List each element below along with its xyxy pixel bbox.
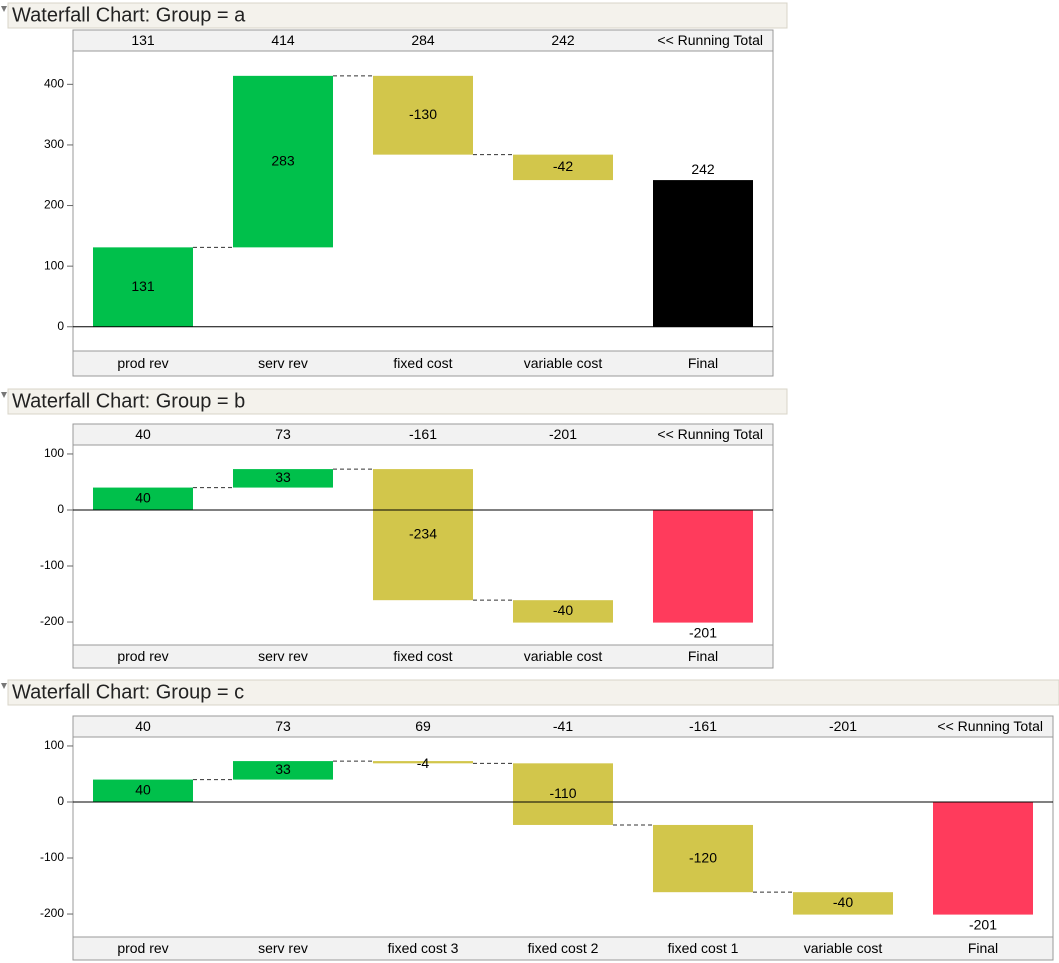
y-tick-label: 100	[44, 446, 64, 460]
data-label: -201	[689, 624, 717, 640]
chart-title: Waterfall Chart: Group = c	[12, 681, 244, 703]
bar	[373, 761, 473, 764]
y-tick-label: 0	[57, 794, 64, 808]
data-label: 33	[275, 469, 291, 485]
y-tick-label: -200	[40, 614, 64, 628]
x-tick-label: prod rev	[117, 355, 168, 371]
data-label: 40	[135, 489, 151, 505]
chart-title: Waterfall Chart: Group = a	[12, 4, 246, 26]
y-tick-label: 400	[44, 77, 64, 91]
bar	[93, 247, 193, 327]
category-row	[72, 350, 774, 377]
running-total: 131	[131, 32, 155, 48]
running-total: -161	[689, 718, 717, 734]
x-tick-label: Final	[688, 355, 718, 371]
y-tick-label: -100	[40, 850, 64, 864]
running-total: 73	[275, 718, 291, 734]
disclosure-icon[interactable]	[1, 392, 7, 398]
panel-header	[7, 388, 788, 415]
running-total: 40	[135, 426, 151, 442]
data-label: -120	[689, 849, 717, 865]
panel-header	[7, 679, 1059, 706]
running-total: -161	[409, 426, 437, 442]
data-label: -40	[833, 894, 853, 910]
running-total: 40	[135, 718, 151, 734]
x-tick-label: serv rev	[258, 648, 308, 664]
data-label: -40	[553, 602, 573, 618]
x-tick-label: fixed cost 1	[668, 940, 739, 956]
data-label: -110	[550, 785, 577, 801]
bar	[373, 469, 473, 601]
bar	[93, 779, 193, 802]
x-tick-label: variable cost	[804, 940, 883, 956]
y-tick-label: 0	[57, 319, 64, 333]
running-total: 414	[271, 32, 295, 48]
x-tick-label: fixed cost 2	[528, 940, 599, 956]
bar	[233, 469, 333, 488]
running-total: -41	[553, 718, 573, 734]
data-label: -234	[409, 525, 437, 541]
x-tick-label: serv rev	[258, 940, 308, 956]
y-tick-label: -200	[40, 906, 64, 920]
x-tick-label: fixed cost	[393, 648, 452, 664]
running-total-label: << Running Total	[937, 718, 1043, 734]
bar	[793, 892, 893, 915]
running-total-label: << Running Total	[657, 426, 763, 442]
x-tick-label: prod rev	[117, 648, 168, 664]
data-label: 242	[691, 161, 715, 177]
x-tick-label: fixed cost	[393, 355, 452, 371]
data-label: 131	[131, 278, 155, 294]
bar	[653, 180, 753, 327]
y-tick-label: -100	[40, 558, 64, 572]
y-tick-label: 0	[57, 502, 64, 516]
panel-header	[7, 2, 788, 29]
bar	[513, 763, 613, 825]
bar	[93, 487, 193, 510]
running-total: 73	[275, 426, 291, 442]
chart-title: Waterfall Chart: Group = b	[12, 390, 245, 412]
x-tick-label: variable cost	[524, 355, 603, 371]
bar	[653, 824, 753, 893]
y-tick-label: 200	[44, 198, 64, 212]
data-label: -42	[553, 158, 573, 174]
data-label: -130	[409, 106, 437, 122]
bar	[513, 600, 613, 623]
bar	[233, 75, 333, 248]
bar	[933, 801, 1033, 915]
bar	[373, 75, 473, 155]
disclosure-icon[interactable]	[1, 683, 7, 689]
bar	[233, 761, 333, 780]
disclosure-icon[interactable]	[1, 6, 7, 12]
data-label: 283	[271, 152, 295, 168]
data-label: 33	[275, 761, 291, 777]
y-tick-label: 100	[44, 738, 64, 752]
running-total: 242	[551, 32, 575, 48]
bar	[513, 154, 613, 181]
running-total: 284	[411, 32, 435, 48]
running-total: 69	[415, 718, 431, 734]
x-tick-label: variable cost	[524, 648, 603, 664]
data-label: -4	[417, 755, 430, 771]
x-tick-label: fixed cost 3	[388, 940, 459, 956]
running-total: -201	[829, 718, 857, 734]
category-row	[72, 936, 1054, 961]
bar	[653, 509, 753, 623]
running-total-label: << Running Total	[657, 32, 763, 48]
y-tick-label: 300	[44, 137, 64, 151]
category-row	[72, 644, 774, 669]
data-label: -201	[969, 916, 997, 932]
data-label: 40	[135, 781, 151, 797]
y-tick-label: 100	[44, 258, 64, 272]
x-tick-label: Final	[688, 648, 718, 664]
x-tick-label: serv rev	[258, 355, 308, 371]
x-tick-label: prod rev	[117, 940, 168, 956]
running-total: -201	[549, 426, 577, 442]
x-tick-label: Final	[968, 940, 998, 956]
